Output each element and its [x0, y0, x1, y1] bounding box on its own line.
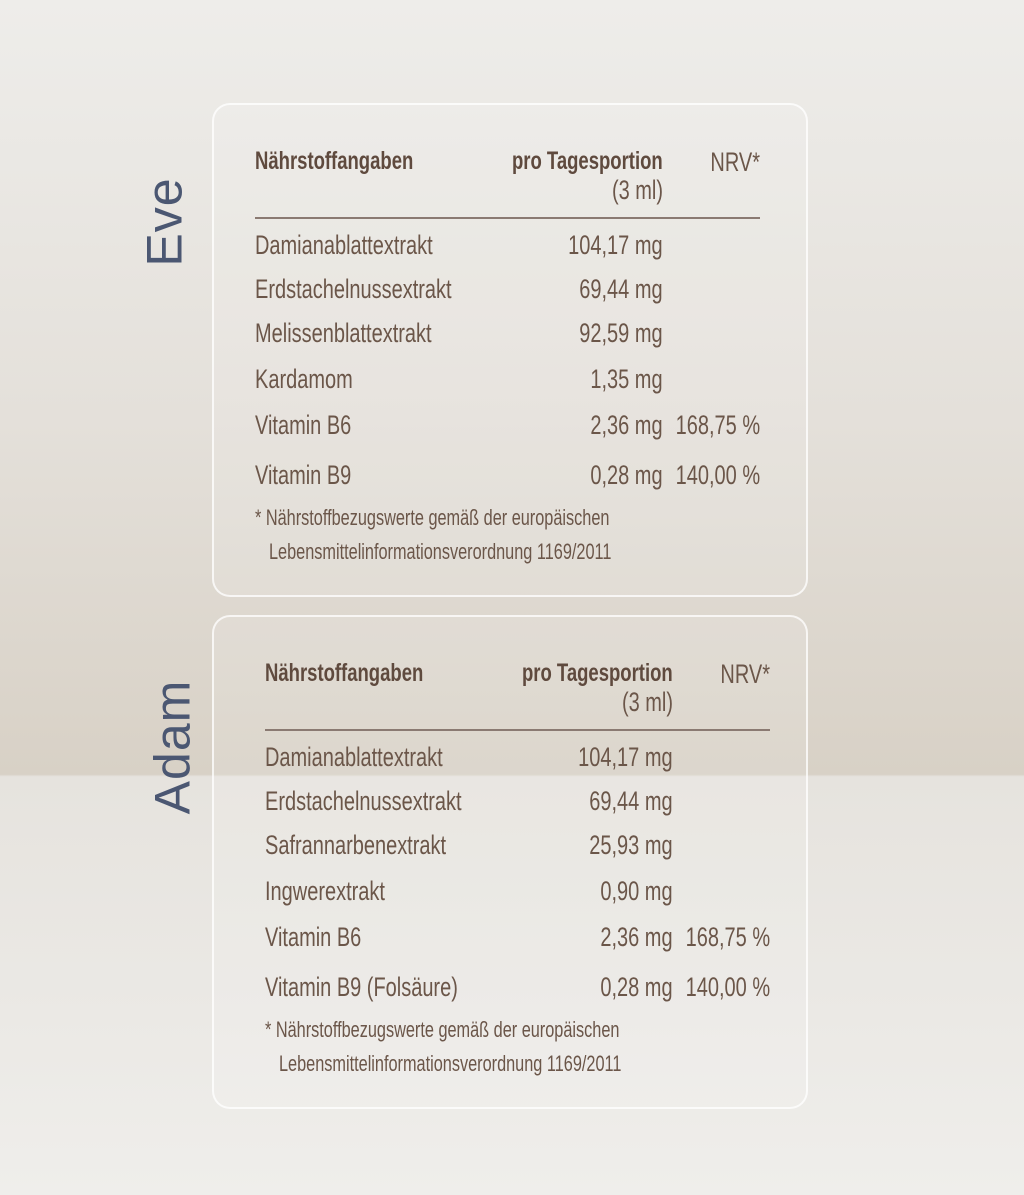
row-amount: 2,36 mg	[590, 410, 663, 440]
row-name: Vitamin B9	[255, 460, 352, 490]
footnote-line-2: Lebensmittelinformationsverordnung 1169/…	[269, 539, 612, 564]
row-amount: 2,36 mg	[600, 922, 673, 952]
header-amount: pro Tagesportion	[512, 147, 663, 175]
header-nutrient: Nährstoffangaben	[255, 147, 414, 175]
row-nrv: 168,75 %	[675, 410, 760, 440]
nutrition-table-eve: Nährstoffangaben pro Tagesportion (3 ml) NR…	[212, 103, 808, 597]
row-name: Vitamin B6	[265, 922, 362, 952]
row-amount: 0,90 mg	[600, 876, 673, 906]
footnote-line-1: * Nährstoffbezugswerte gemäß der europäi…	[255, 505, 610, 530]
row-amount: 92,59 mg	[579, 318, 663, 348]
product-label-adam: Adam	[144, 679, 201, 815]
row-nrv: 168,75 %	[685, 922, 770, 952]
row-name: Vitamin B9 (Folsäure)	[265, 972, 458, 1002]
row-name: Erdstachelnussextrakt	[255, 274, 452, 304]
product-label-eve: Eve	[136, 177, 193, 267]
row-name: Erdstachelnussextrakt	[265, 786, 462, 816]
row-name: Damianablattextrakt	[265, 742, 443, 772]
header-portion: (3 ml)	[611, 175, 663, 205]
header-divider	[255, 217, 760, 219]
row-nrv: 140,00 %	[685, 972, 770, 1002]
row-amount: 25,93 mg	[589, 830, 673, 860]
footnote-line-1: * Nährstoffbezugswerte gemäß der europäi…	[265, 1017, 620, 1042]
row-amount: 104,17 mg	[568, 230, 663, 260]
row-name: Damianablattextrakt	[255, 230, 433, 260]
footnote-line-2: Lebensmittelinformationsverordnung 1169/…	[279, 1051, 622, 1076]
row-nrv: 140,00 %	[675, 460, 760, 490]
header-nrv: NRV*	[710, 147, 760, 177]
nutrition-table-adam: Nährstoffangaben pro Tagesportion (3 ml) NR…	[212, 615, 808, 1109]
row-amount: 0,28 mg	[600, 972, 673, 1002]
header-amount: pro Tagesportion	[522, 659, 673, 687]
header-divider	[265, 729, 770, 731]
row-name: Vitamin B6	[255, 410, 352, 440]
header-nutrient: Nährstoffangaben	[265, 659, 424, 687]
row-name: Ingwerextrakt	[265, 876, 385, 906]
row-amount: 1,35 mg	[590, 364, 663, 394]
row-amount: 104,17 mg	[578, 742, 673, 772]
row-name: Melissenblattextrakt	[255, 318, 432, 348]
header-portion: (3 ml)	[621, 687, 673, 717]
row-name: Safrannarbenextrakt	[265, 830, 447, 860]
row-amount: 0,28 mg	[590, 460, 663, 490]
header-nrv: NRV*	[720, 659, 770, 689]
row-name: Kardamom	[255, 364, 353, 394]
row-amount: 69,44 mg	[579, 274, 663, 304]
row-amount: 69,44 mg	[589, 786, 673, 816]
